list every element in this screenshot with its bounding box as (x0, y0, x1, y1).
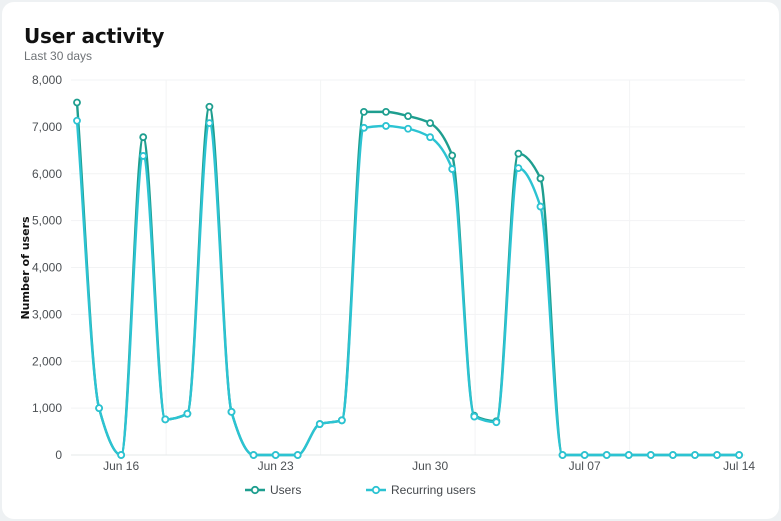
series-layer (73, 98, 743, 459)
card-title: User activity (24, 24, 165, 48)
y-tick-label: 2,000 (32, 354, 62, 368)
legend[interactable]: Users Recurring users (245, 483, 476, 497)
x-tick-label: Jul 14 (723, 459, 755, 473)
data-point (73, 116, 81, 125)
y-axis-title: Number of users (19, 216, 32, 320)
data-point (448, 165, 457, 173)
data-point (337, 416, 346, 425)
data-point (360, 123, 368, 132)
data-point (624, 451, 633, 459)
data-point (161, 415, 170, 424)
data-point (691, 451, 699, 459)
data-point (668, 451, 677, 459)
data-point (382, 122, 390, 130)
data-point (404, 112, 412, 120)
data-point (205, 119, 214, 128)
y-tick-label: 4,000 (32, 261, 62, 275)
data-point (271, 451, 280, 459)
data-point (382, 107, 390, 116)
y-tick-label: 6,000 (32, 167, 62, 181)
series-0 (73, 98, 743, 459)
y-tick-label: 3,000 (32, 307, 62, 321)
data-point (713, 451, 721, 459)
card-subtitle: Last 30 days (24, 49, 93, 63)
series-1 (73, 116, 743, 459)
data-point (183, 409, 192, 418)
data-point (315, 420, 324, 428)
legend-item[interactable]: Users (245, 483, 301, 497)
y-tick-label: 1,000 (32, 401, 62, 415)
data-point (404, 124, 412, 133)
data-point (95, 404, 103, 413)
data-point (139, 152, 148, 160)
y-tick-label: 8,000 (32, 73, 62, 87)
legend-swatch-marker (371, 485, 381, 495)
data-point (73, 98, 81, 107)
data-point (735, 451, 743, 459)
data-point (293, 451, 302, 459)
legend-label: Users (270, 483, 301, 497)
data-point (514, 164, 523, 173)
data-point (139, 133, 148, 142)
data-point (580, 451, 589, 459)
y-tick-label: 7,000 (32, 120, 62, 134)
x-tick-label: Jul 07 (569, 459, 601, 473)
data-point (536, 174, 545, 183)
data-point (602, 451, 611, 459)
x-tick-label: Jun 23 (258, 459, 294, 473)
y-tick-label: 0 (55, 448, 62, 462)
data-point (205, 102, 214, 111)
data-point (360, 107, 368, 116)
data-point (536, 202, 545, 211)
data-point (249, 451, 258, 459)
data-point (117, 451, 126, 459)
legend-label: Recurring users (391, 483, 476, 497)
y-tick-label: 5,000 (32, 214, 62, 228)
x-tick-label: Jun 30 (412, 459, 448, 473)
legend-swatch-marker (250, 485, 260, 495)
grid-layer (71, 79, 745, 455)
data-point (426, 133, 435, 142)
data-point (492, 418, 501, 427)
x-tick-label: Jun 16 (103, 459, 139, 473)
axis-layer: 0 1,000 2,000 3,000 4,000 5,000 6,000 7,000 8,00… (19, 73, 755, 473)
data-point (646, 451, 655, 459)
legend-item[interactable]: Recurring users (366, 483, 476, 497)
series-line (75, 101, 741, 457)
data-point (470, 412, 479, 421)
data-point (448, 151, 457, 160)
data-point (426, 119, 435, 128)
series-line (75, 119, 741, 457)
data-point (227, 407, 236, 416)
data-point (514, 149, 523, 158)
data-point (558, 451, 567, 459)
